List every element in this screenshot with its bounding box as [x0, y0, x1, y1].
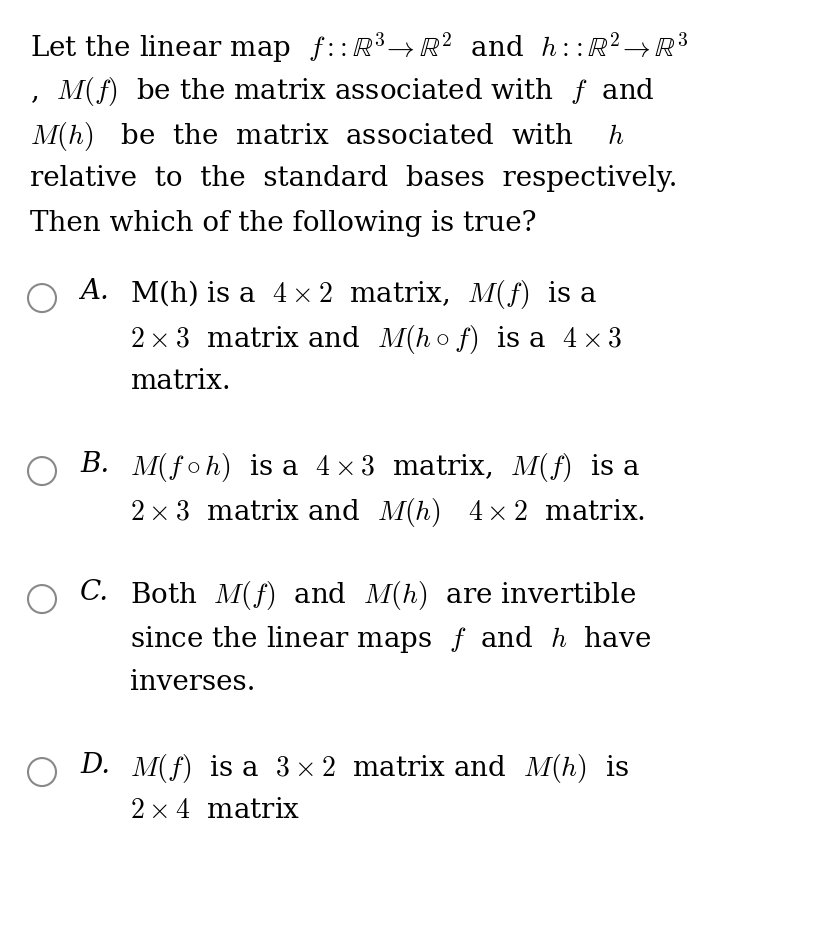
- Text: B.: B.: [80, 451, 109, 478]
- Text: Both  $M(f)$  and  $M(h)$  are invertible: Both $M(f)$ and $M(h)$ are invertible: [130, 579, 635, 612]
- Text: $M(h)$   be  the  matrix  associated  with    $h$: $M(h)$ be the matrix associated with $h$: [30, 120, 624, 153]
- Text: relative  to  the  standard  bases  respectively.: relative to the standard bases respectiv…: [30, 165, 676, 192]
- Text: A.: A.: [80, 277, 108, 305]
- Text: matrix.: matrix.: [130, 367, 231, 395]
- Text: C.: C.: [80, 579, 109, 606]
- Text: inverses.: inverses.: [130, 669, 256, 696]
- Text: $2\times 4$  matrix: $2\times 4$ matrix: [130, 796, 300, 824]
- Text: Let the linear map  $f:\!:\mathbb{R}^3\!\to\mathbb{R}^2$  and  $h:\!:\mathbb{R}^: Let the linear map $f:\!:\mathbb{R}^3\!\…: [30, 30, 687, 64]
- Text: Then which of the following is true?: Then which of the following is true?: [30, 210, 536, 237]
- Text: $M(f\circ h)$  is a  $4\times 3$  matrix,  $M(f)$  is a: $M(f\circ h)$ is a $4\times 3$ matrix, $…: [130, 451, 639, 484]
- Text: $2\times 3$  matrix and  $M(h\circ f)$  is a  $4\times 3$: $2\times 3$ matrix and $M(h\circ f)$ is …: [130, 323, 622, 356]
- Text: M(h) is a  $4\times 2$  matrix,  $M(f)$  is a: M(h) is a $4\times 2$ matrix, $M(f)$ is …: [130, 277, 596, 311]
- Text: $M(f)$  is a  $3\times 2$  matrix and  $M(h)$  is: $M(f)$ is a $3\times 2$ matrix and $M(h)…: [130, 752, 628, 785]
- Text: since the linear maps  $f$  and  $h$  have: since the linear maps $f$ and $h$ have: [130, 624, 650, 654]
- Text: $2\times 3$  matrix and  $M(h)$   $4\times 2$  matrix.: $2\times 3$ matrix and $M(h)$ $4\times 2…: [130, 496, 644, 528]
- Text: ,  $M(f)$  be the matrix associated with  $f$  and: , $M(f)$ be the matrix associated with $…: [30, 75, 654, 108]
- Text: D.: D.: [80, 752, 110, 778]
